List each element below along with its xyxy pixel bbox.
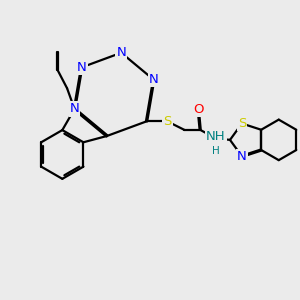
Text: S: S bbox=[238, 117, 246, 130]
Text: N: N bbox=[70, 103, 80, 116]
Text: N: N bbox=[77, 61, 86, 74]
Text: S: S bbox=[163, 115, 172, 128]
Text: H: H bbox=[212, 146, 220, 156]
Text: O: O bbox=[193, 103, 203, 116]
Text: NH: NH bbox=[206, 130, 226, 143]
Text: N: N bbox=[149, 73, 159, 86]
Text: N: N bbox=[116, 46, 126, 59]
Text: N: N bbox=[237, 150, 247, 163]
